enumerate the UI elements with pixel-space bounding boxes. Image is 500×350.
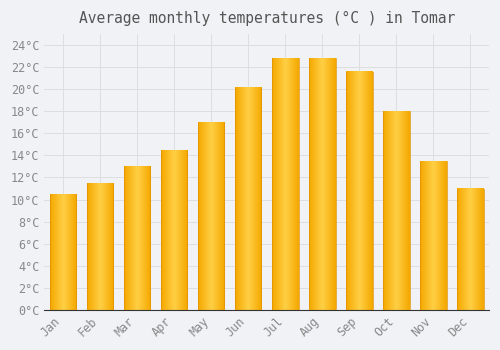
Title: Average monthly temperatures (°C ) in Tomar: Average monthly temperatures (°C ) in To…	[78, 11, 455, 26]
